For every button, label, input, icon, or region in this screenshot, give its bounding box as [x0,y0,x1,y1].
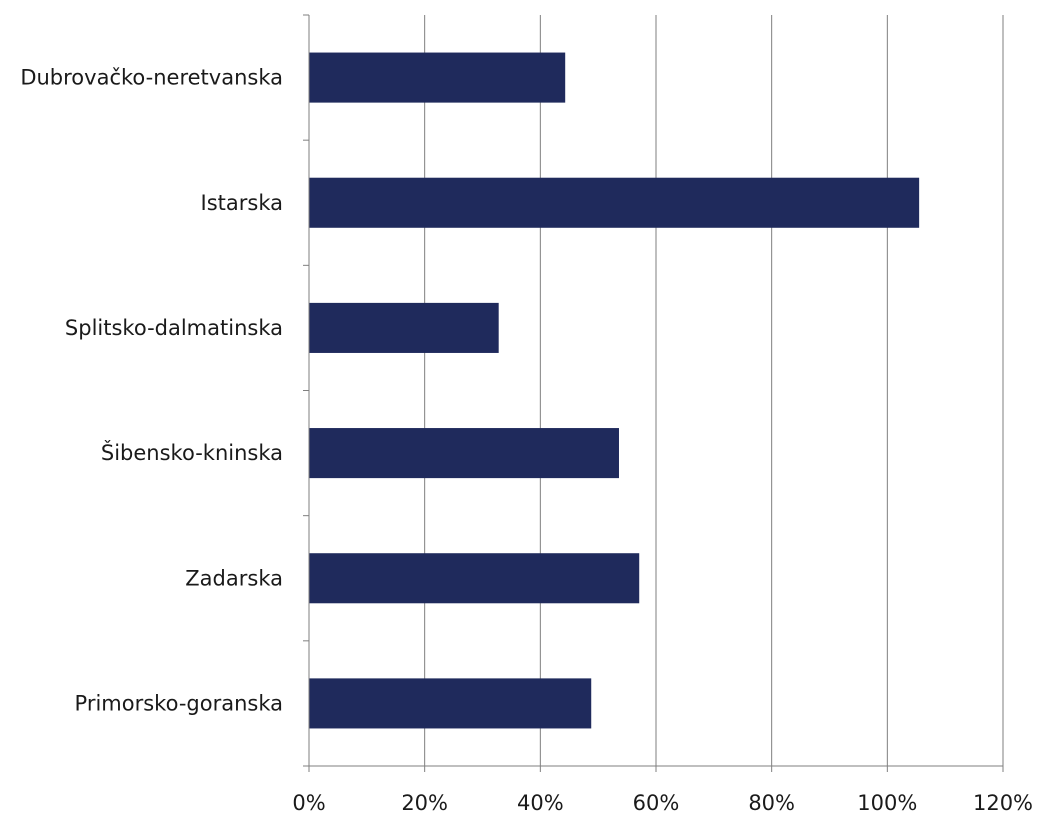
category-label: Splitsko-dalmatinska [65,316,283,340]
bar-0 [309,52,566,103]
x-tick-label: 20% [401,791,448,814]
x-tick-label: 80% [748,791,795,814]
bar-4 [309,553,640,604]
bar-1 [309,177,920,228]
category-label: Primorsko-goranska [75,691,283,715]
axes [303,14,1004,772]
x-tick-label: 60% [633,791,680,814]
category-label: Dubrovačko-neretvanska [20,66,283,90]
x-tick-label: 120% [973,791,1033,814]
x-tick-label: 100% [857,791,917,814]
x-tick-label: 40% [517,791,564,814]
category-label: Istarska [201,191,283,215]
x-tick-labels: 0% 20% 40% 60% 80% 100% 120% [292,791,1033,814]
category-labels: Dubrovačko-neretvanska Istarska Splitsko-d… [20,66,283,716]
category-label: Zadarska [185,566,283,590]
bar-3 [309,428,619,479]
x-tick-label: 0% [292,791,325,814]
bar-5 [309,678,592,729]
gridlines [424,15,1004,766]
bar-2 [309,302,499,353]
category-label: Šibensko-kninska [101,440,283,465]
bars [309,52,920,729]
